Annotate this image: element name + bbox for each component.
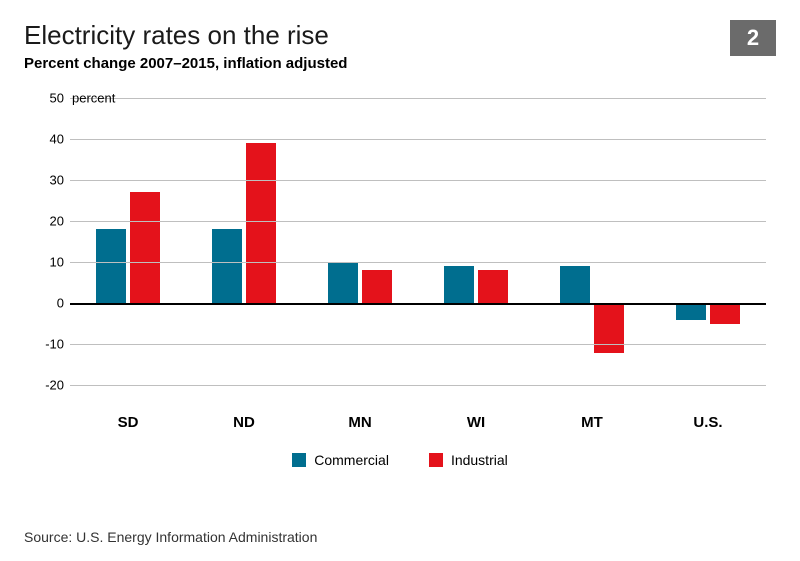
x-tick-label: ND xyxy=(233,414,255,431)
gridline xyxy=(70,221,766,222)
gridline xyxy=(70,180,766,181)
y-axis-unit: percent xyxy=(72,91,115,106)
plot-area: -20-1001020304050percent xyxy=(70,98,766,406)
y-tick-label: -20 xyxy=(24,378,64,393)
x-tick-label: WI xyxy=(467,414,485,431)
legend-label-industrial: Industrial xyxy=(451,452,508,468)
figure-number-badge: 2 xyxy=(730,20,776,56)
gridline xyxy=(70,385,766,386)
bar-commercial-us xyxy=(676,303,706,319)
y-tick-label: 20 xyxy=(24,214,64,229)
bar-industrial-us xyxy=(710,303,740,324)
y-tick-label: 50 xyxy=(24,91,64,106)
source-text: Source: U.S. Energy Information Administ… xyxy=(24,529,317,545)
bar-commercial-mn xyxy=(328,262,358,303)
x-tick-label: MT xyxy=(581,414,603,431)
gridline xyxy=(70,344,766,345)
legend-item-commercial: Commercial xyxy=(292,452,389,468)
gridline xyxy=(70,98,766,99)
bar-industrial-nd xyxy=(246,143,276,303)
bar-commercial-nd xyxy=(212,229,242,303)
gridline xyxy=(70,139,766,140)
y-tick-label: -10 xyxy=(24,337,64,352)
legend: Commercial Industrial xyxy=(24,452,776,468)
y-tick-label: 40 xyxy=(24,132,64,147)
chart-title: Electricity rates on the rise xyxy=(24,20,776,51)
legend-label-commercial: Commercial xyxy=(314,452,389,468)
legend-swatch-commercial xyxy=(292,453,306,467)
bar-industrial-mn xyxy=(362,270,392,303)
y-tick-label: 30 xyxy=(24,173,64,188)
x-tick-label: U.S. xyxy=(693,414,722,431)
bar-commercial-wi xyxy=(444,266,474,303)
y-tick-label: 10 xyxy=(24,255,64,270)
bar-industrial-wi xyxy=(478,270,508,303)
y-tick-label: 0 xyxy=(24,296,64,311)
bars-layer xyxy=(70,98,766,406)
bar-industrial-sd xyxy=(130,192,160,303)
chart-subtitle: Percent change 2007–2015, inflation adju… xyxy=(24,55,776,72)
chart-area: -20-1001020304050percent SDNDMNWIMTU.S. … xyxy=(24,98,776,478)
x-tick-label: SD xyxy=(118,414,139,431)
x-axis-labels: SD ND MN WI MT U.S. xyxy=(70,414,766,434)
gridline xyxy=(70,262,766,263)
bar-commercial-mt xyxy=(560,266,590,303)
bar-commercial-sd xyxy=(96,229,126,303)
legend-item-industrial: Industrial xyxy=(429,452,508,468)
x-tick-label: MN xyxy=(348,414,371,431)
chart-container: Electricity rates on the rise Percent ch… xyxy=(0,0,800,561)
legend-swatch-industrial xyxy=(429,453,443,467)
zero-line xyxy=(70,303,766,305)
